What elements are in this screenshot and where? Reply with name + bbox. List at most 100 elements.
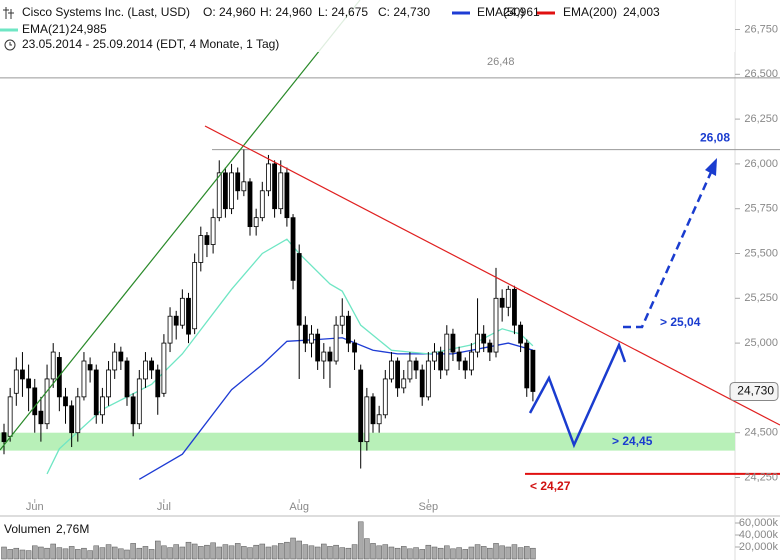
forecast-target-path [623, 169, 714, 329]
candle-body [63, 396, 68, 407]
volume-bar [290, 537, 296, 560]
candle-body [395, 360, 401, 389]
volume-bar [50, 543, 56, 560]
volume-bar [296, 540, 302, 560]
candle-body [173, 315, 179, 326]
volume-bar [493, 543, 499, 560]
candle-body [364, 396, 370, 443]
candle-body [419, 369, 425, 398]
volume-bar [234, 543, 241, 560]
candle-body [309, 333, 314, 344]
volume-bar [130, 543, 136, 560]
candle-body [345, 315, 351, 344]
volume-bar [161, 545, 167, 560]
volume-bar [357, 521, 364, 560]
uptrend-line [0, 0, 361, 451]
candle-body [505, 288, 511, 308]
volume-bar [179, 546, 186, 560]
volume-title: Volumen [4, 522, 51, 536]
volume-bar [425, 544, 432, 560]
candle-body [530, 349, 536, 392]
volume-bar [167, 547, 173, 560]
candle-body [481, 333, 487, 344]
candle-body [376, 414, 382, 425]
volume-bar [480, 546, 487, 560]
volume-bar [450, 548, 456, 560]
candle-body [143, 360, 148, 380]
volume-tick-label: 40,000k [739, 529, 779, 541]
volume-bar [210, 542, 216, 560]
volume-bar [511, 544, 518, 560]
candle-body [259, 190, 265, 219]
candle-body [499, 297, 505, 308]
volume-bar [118, 548, 124, 560]
candle-body [382, 378, 388, 416]
volume-bar [456, 547, 462, 560]
volume-bar [13, 547, 20, 560]
candle-body [333, 324, 339, 362]
volume-bar [524, 546, 530, 560]
volume-bar [388, 546, 395, 560]
volume-bar [93, 545, 99, 560]
candle-body [69, 405, 75, 434]
candle-body [518, 324, 523, 344]
volume-bar [530, 547, 536, 560]
volume-bar [216, 546, 222, 560]
y-tick-label: 24,500 [744, 427, 778, 439]
candle-body [425, 360, 431, 398]
candle-body [50, 351, 56, 380]
volume-bar [105, 544, 112, 560]
candle-body [204, 235, 210, 245]
volume-bar [505, 546, 512, 560]
candle-body [370, 396, 376, 425]
volume-bar [333, 544, 339, 560]
volume-bar [499, 545, 505, 560]
volume-bar [87, 550, 93, 560]
candle-body [315, 333, 321, 362]
candle-body [290, 217, 296, 281]
volume-bar [413, 547, 419, 560]
candle-body [93, 369, 99, 416]
legend-name: EMA(50) [477, 5, 524, 19]
y-tick-label: 26,250 [744, 113, 778, 125]
candle-body [7, 396, 13, 437]
volume-bar [431, 546, 438, 560]
volume-bar [468, 546, 475, 560]
candle-body [100, 396, 105, 416]
volume-bar [302, 544, 309, 560]
candle-body [487, 342, 493, 353]
volume-bar [68, 546, 75, 560]
volume-bar [247, 547, 253, 560]
candle-body [26, 378, 32, 389]
candle-body [284, 172, 290, 219]
volume-tick-label: 20,000k [739, 541, 779, 553]
candle-body [155, 369, 161, 398]
candle-body [112, 351, 118, 371]
volume-bar [278, 543, 284, 560]
resistance-label: 26,48 [487, 56, 515, 68]
volume-bar [444, 545, 450, 560]
candle-body [87, 364, 93, 371]
candle-body [81, 360, 87, 398]
candle-body [272, 163, 278, 210]
candle-body [216, 172, 222, 219]
y-tick-label: 24,250 [744, 471, 778, 483]
candle-body [38, 410, 44, 425]
volume-label: 2,76M [56, 522, 89, 536]
volume-bar [7, 549, 13, 560]
candle-body [352, 342, 357, 353]
volume-bar [111, 546, 118, 560]
volume-bar [345, 547, 352, 560]
volume-bar [308, 545, 315, 560]
x-tick-label: Sep [419, 501, 439, 513]
candle-body [321, 351, 327, 362]
last-price-label: 24,730 [737, 384, 774, 398]
y-tick-label: 26,000 [744, 158, 778, 170]
volume-bar [19, 549, 26, 560]
volume-bar [339, 547, 345, 560]
volume-bar [351, 544, 358, 560]
downtrend-line [204, 125, 780, 426]
candle-body [210, 217, 216, 245]
stop-label: < 24,27 [530, 479, 571, 493]
breakout-label: > 25,04 [660, 315, 701, 329]
